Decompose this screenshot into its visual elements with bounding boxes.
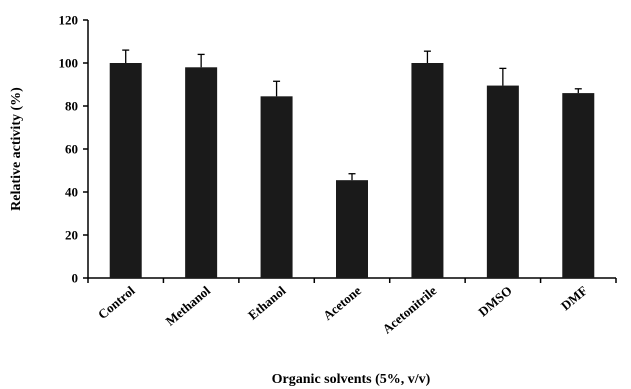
category-label: Control <box>95 283 138 322</box>
category-label: Methanol <box>162 283 213 329</box>
category-label: Acetone <box>320 283 364 323</box>
y-tick-label: 20 <box>65 228 78 243</box>
category-label: DMF <box>558 283 590 314</box>
bar-methanol <box>185 67 218 278</box>
bar-acetonitrile <box>411 63 444 278</box>
y-tick-label: 0 <box>72 271 79 286</box>
bar-ethanol <box>260 96 293 278</box>
y-tick-label: 40 <box>65 185 78 200</box>
category-label: Acetonitrile <box>379 283 439 337</box>
bar-dmso <box>486 85 519 278</box>
y-tick-label: 80 <box>65 99 78 114</box>
bar-acetone <box>336 180 368 278</box>
y-tick-label: 60 <box>65 142 78 157</box>
x-axis-title: Organic solvents (5%, v/v) <box>272 372 431 387</box>
y-tick-label: 100 <box>59 56 79 71</box>
y-tick-label: 120 <box>59 13 79 28</box>
y-axis-title: Relative activity (%) <box>9 87 24 211</box>
category-label: Ethanol <box>245 283 289 323</box>
bar-dmf <box>562 93 595 278</box>
plot-area: 0 20 40 60 80 100 120 Control Methanol Ethanol Ace… <box>59 13 617 337</box>
category-label: DMSO <box>475 283 515 320</box>
bar-control <box>109 63 142 278</box>
